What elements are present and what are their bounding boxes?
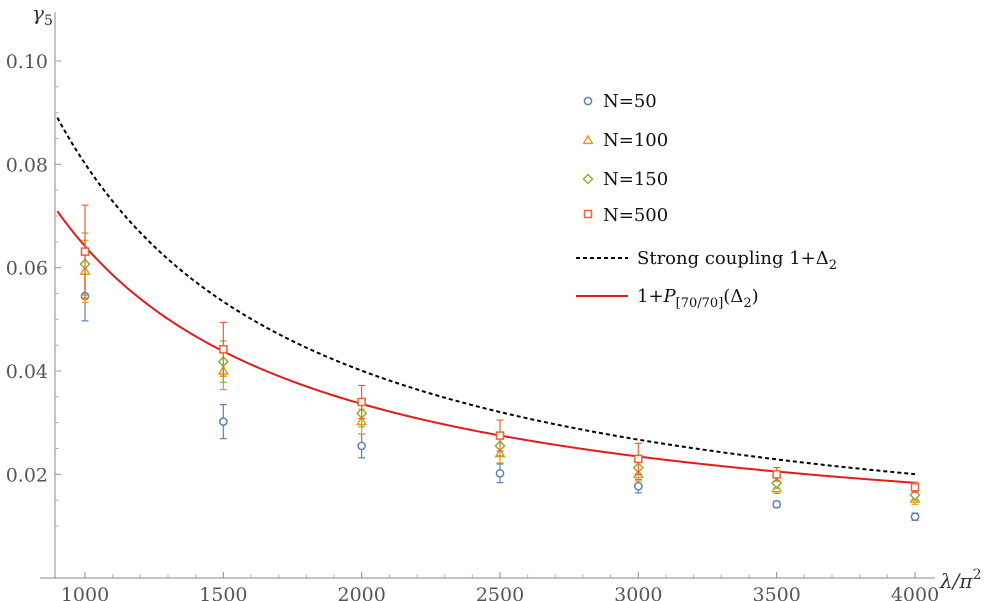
x-tick-label: 2500 — [476, 584, 524, 601]
legend-item-n50: N=50 — [583, 91, 657, 112]
x-axis-label-sup: 2 — [973, 567, 982, 583]
legend: N=50 N=100 N=150 N=500 Strong coupling 1… — [576, 91, 837, 311]
legend-label-n50: N=50 — [603, 91, 657, 112]
x-tick-label: 2000 — [337, 584, 385, 601]
legend-pade-prefix: 1+ — [637, 286, 664, 307]
x-axis-ticks: 1000 1500 2000 2500 3000 3500 4000 — [61, 572, 939, 601]
x-tick-label: 1000 — [61, 584, 109, 601]
series-n50 — [80, 270, 920, 522]
data-point-circle — [633, 481, 643, 491]
points-layer — [79, 204, 921, 522]
data-point-circle — [218, 417, 228, 426]
legend-marker-triangle — [582, 134, 594, 145]
data-point-circle — [495, 468, 505, 478]
legend-strong-prefix: Strong coupling 1+Δ — [637, 248, 829, 269]
data-point-circle — [910, 512, 920, 522]
legend-item-strong-coupling: Strong coupling 1+Δ2 — [576, 248, 837, 273]
legend-label-strong-coupling: Strong coupling 1+Δ2 — [637, 248, 837, 273]
x-tick-label: 3000 — [614, 584, 662, 601]
legend-strong-sub: 2 — [829, 258, 837, 273]
y-axis-label-main: γ — [32, 1, 44, 25]
legend-pade-p: P — [663, 286, 677, 307]
legend-item-n150: N=150 — [582, 169, 668, 190]
strong-coupling-curve — [56, 117, 916, 476]
y-tick-label: 0.06 — [6, 258, 48, 280]
data-point-circle — [357, 441, 367, 451]
x-axis-label-main: λ/π — [939, 569, 973, 593]
y-axis-label-sub: 5 — [44, 13, 53, 29]
series-n500 — [80, 204, 920, 494]
data-point-square — [634, 454, 643, 464]
y-axis-label: γ5 — [32, 1, 53, 29]
y-tick-label: 0.10 — [6, 51, 48, 73]
y-tick-label: 0.02 — [6, 464, 48, 486]
legend-label-n150: N=150 — [603, 169, 668, 190]
legend-pade-open: (Δ — [723, 286, 743, 307]
y-tick-label: 0.04 — [6, 361, 48, 383]
data-point-circle — [772, 499, 782, 509]
y-tick-label: 0.08 — [6, 154, 48, 176]
legend-marker-diamond — [582, 173, 594, 185]
data-point-square — [772, 470, 781, 479]
x-tick-label: 3500 — [752, 584, 800, 601]
data-point-square — [357, 397, 366, 407]
legend-item-pade: 1+P[70/70](Δ2) — [576, 286, 759, 311]
legend-item-n100: N=100 — [582, 130, 668, 151]
x-axis-label: λ/π2 — [939, 567, 981, 593]
pade-curve — [56, 210, 916, 484]
curves-layer — [56, 117, 916, 484]
legend-pade-suffix-sub: 2 — [743, 296, 751, 311]
x-tick-label: 4000 — [891, 584, 939, 601]
legend-label-n100: N=100 — [603, 130, 668, 151]
legend-label-pade: 1+P[70/70](Δ2) — [637, 286, 759, 311]
legend-pade-close: ) — [752, 286, 759, 307]
legend-item-n500: N=500 — [583, 205, 668, 226]
data-point-square — [219, 345, 228, 354]
x-tick-label: 1500 — [199, 584, 247, 601]
data-point-square — [495, 431, 505, 440]
data-point-square — [80, 247, 90, 256]
legend-label-n500: N=500 — [603, 205, 668, 226]
y-axis-ticks: 0.02 0.04 0.06 0.08 0.10 — [6, 51, 61, 527]
legend-pade-sub: [70/70] — [676, 296, 724, 311]
legend-marker-square — [583, 209, 593, 219]
legend-marker-circle — [583, 96, 593, 106]
data-point-square — [910, 483, 920, 492]
